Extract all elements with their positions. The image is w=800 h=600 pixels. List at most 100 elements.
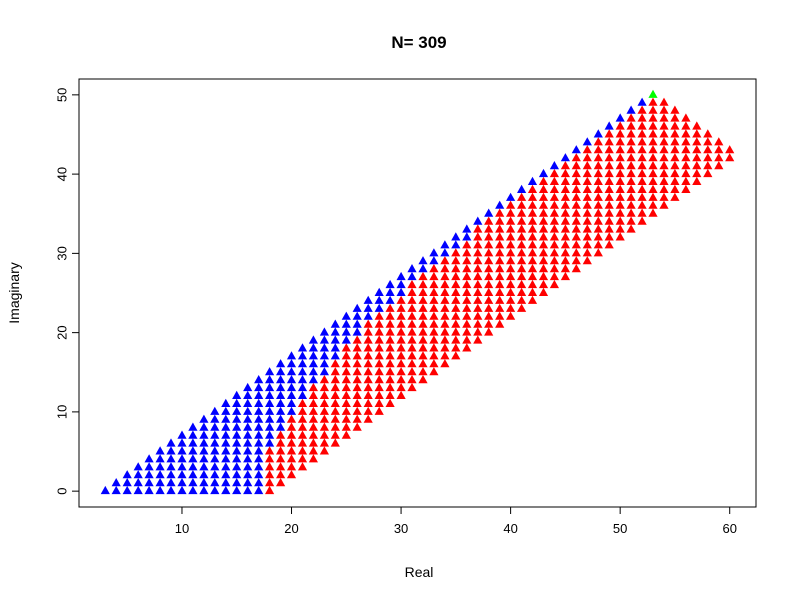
data-point-red bbox=[582, 176, 592, 185]
data-point-blue bbox=[221, 470, 231, 479]
data-point-red bbox=[440, 256, 450, 265]
data-point-blue bbox=[232, 430, 242, 439]
data-point-blue bbox=[210, 406, 220, 415]
data-point-red bbox=[626, 137, 636, 146]
data-point-red bbox=[560, 161, 570, 170]
data-point-red bbox=[648, 192, 658, 201]
data-point-red bbox=[527, 264, 538, 273]
data-point-red bbox=[549, 232, 559, 241]
data-point-red bbox=[495, 224, 505, 233]
data-point-blue bbox=[330, 327, 340, 336]
data-point-red bbox=[549, 248, 559, 257]
data-point-red bbox=[495, 287, 505, 296]
data-point-red bbox=[374, 390, 384, 399]
data-point-blue bbox=[330, 319, 340, 328]
data-point-red bbox=[440, 343, 450, 352]
data-point-red bbox=[538, 271, 549, 281]
data-point-red bbox=[418, 295, 428, 304]
data-point-red bbox=[396, 382, 406, 392]
data-point-blue bbox=[506, 192, 516, 201]
data-point-blue bbox=[243, 398, 253, 407]
data-point-red bbox=[341, 367, 351, 376]
data-point-red bbox=[681, 168, 691, 178]
data-point-red bbox=[385, 398, 395, 407]
data-point-red bbox=[396, 335, 406, 344]
data-point-red bbox=[297, 422, 308, 431]
data-point-blue bbox=[122, 478, 132, 487]
data-point-red bbox=[265, 485, 275, 495]
data-point-red bbox=[407, 303, 417, 312]
data-point-red bbox=[418, 351, 428, 360]
y-tick-label: 30 bbox=[55, 246, 70, 260]
data-point-blue bbox=[276, 367, 286, 376]
data-point-red bbox=[615, 153, 625, 162]
data-point-blue bbox=[221, 485, 231, 495]
data-point-red bbox=[571, 216, 581, 225]
data-point-red bbox=[648, 145, 658, 154]
data-point-red bbox=[341, 414, 351, 423]
data-point-red bbox=[407, 382, 417, 392]
data-point-blue bbox=[297, 359, 308, 368]
data-point-red bbox=[604, 161, 614, 170]
data-point-red bbox=[429, 279, 439, 289]
data-point-blue bbox=[210, 454, 220, 463]
data-point-red bbox=[473, 240, 483, 249]
data-point-blue bbox=[604, 121, 614, 130]
data-point-red bbox=[582, 184, 592, 193]
data-point-red bbox=[265, 462, 275, 471]
data-point-red bbox=[418, 375, 428, 384]
data-point-red bbox=[637, 176, 647, 185]
data-point-red bbox=[297, 414, 308, 423]
data-point-blue bbox=[308, 359, 318, 368]
data-point-red bbox=[484, 271, 494, 281]
data-point-red bbox=[615, 192, 625, 201]
data-point-red bbox=[692, 145, 702, 154]
data-point-blue bbox=[254, 406, 264, 415]
data-point-red bbox=[615, 137, 625, 146]
data-point-red bbox=[363, 398, 373, 407]
data-point-blue bbox=[177, 446, 187, 455]
data-point-red bbox=[374, 319, 384, 328]
data-point-red bbox=[308, 454, 318, 463]
data-point-blue bbox=[440, 240, 450, 249]
data-point-red bbox=[549, 184, 559, 193]
data-point-red bbox=[517, 216, 527, 225]
data-point-red bbox=[484, 295, 494, 304]
data-point-blue bbox=[319, 359, 329, 368]
data-point-red bbox=[484, 311, 494, 320]
data-point-blue bbox=[440, 248, 450, 257]
data-point-red bbox=[549, 264, 559, 273]
data-point-red bbox=[517, 248, 527, 257]
data-point-red bbox=[692, 153, 702, 162]
data-point-red bbox=[538, 192, 549, 201]
data-point-red bbox=[538, 184, 549, 193]
data-point-red bbox=[648, 97, 658, 106]
data-point-red bbox=[725, 145, 735, 154]
data-point-blue bbox=[155, 470, 165, 479]
data-point-red bbox=[495, 279, 505, 289]
data-point-blue bbox=[396, 271, 406, 281]
data-point-red bbox=[571, 168, 581, 178]
data-point-blue bbox=[276, 414, 286, 423]
data-point-red bbox=[462, 271, 472, 281]
data-point-red bbox=[538, 176, 549, 185]
data-point-blue bbox=[254, 375, 264, 384]
data-point-blue bbox=[144, 470, 154, 479]
data-point-blue bbox=[166, 438, 176, 447]
data-point-red bbox=[626, 161, 636, 170]
data-point-blue bbox=[199, 454, 209, 463]
data-point-red bbox=[593, 208, 603, 217]
data-point-blue bbox=[111, 478, 121, 487]
data-point-blue bbox=[199, 422, 209, 431]
data-point-blue bbox=[276, 382, 286, 392]
data-point-red bbox=[396, 319, 406, 328]
data-point-red bbox=[352, 375, 362, 384]
data-point-red bbox=[506, 264, 516, 273]
data-point-red bbox=[560, 176, 570, 185]
data-point-red bbox=[549, 224, 559, 233]
data-point-blue bbox=[243, 462, 253, 471]
data-point-blue bbox=[341, 335, 351, 344]
data-point-red bbox=[451, 351, 461, 360]
data-point-red bbox=[670, 137, 680, 146]
data-point-red bbox=[670, 113, 680, 122]
